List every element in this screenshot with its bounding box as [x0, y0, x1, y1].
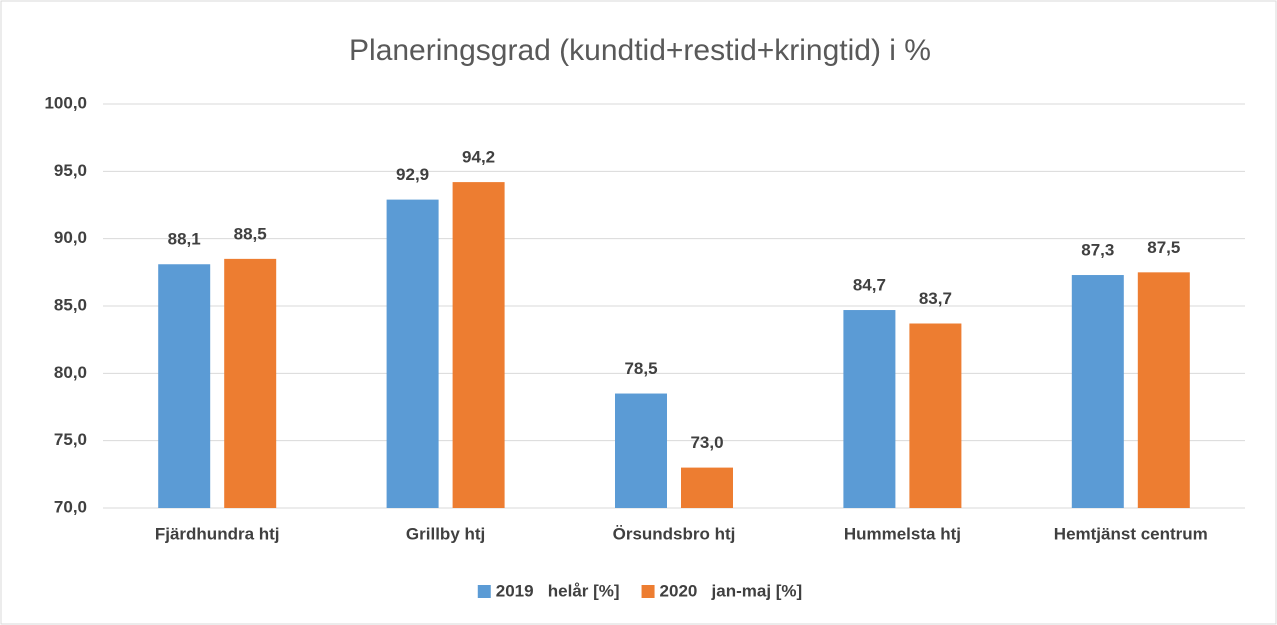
x-tick-label: Fjärdhundra htj — [155, 524, 280, 543]
y-tick-label: 95,0 — [54, 161, 87, 180]
bar-value-label: 78,5 — [624, 359, 657, 378]
bar — [452, 182, 505, 508]
y-tick-label: 80,0 — [54, 363, 87, 382]
y-tick-label: 100,0 — [44, 93, 87, 112]
bar-value-label: 84,7 — [853, 276, 886, 295]
bar-value-label: 87,3 — [1081, 241, 1114, 260]
bar — [1071, 275, 1124, 508]
bar — [224, 258, 277, 508]
x-tick-label: Hummelsta htj — [844, 524, 961, 543]
bar — [615, 393, 667, 508]
bar-value-label: 83,7 — [919, 289, 952, 308]
y-tick-label: 75,0 — [54, 430, 87, 449]
x-tick-label: Hemtjänst centrum — [1054, 524, 1208, 543]
bar — [909, 323, 962, 508]
bar-value-label: 88,1 — [168, 230, 201, 249]
bar-value-label: 88,5 — [234, 224, 267, 243]
bar — [158, 264, 211, 508]
chart-title: Planeringsgrad (kundtid+restid+kringtid)… — [349, 34, 931, 67]
bar-value-label: 87,5 — [1147, 238, 1180, 257]
y-tick-label: 90,0 — [54, 228, 87, 247]
bar-value-label: 94,2 — [462, 148, 495, 167]
bar — [386, 199, 439, 508]
bar-value-label: 73,0 — [690, 433, 723, 452]
bar — [681, 467, 733, 508]
x-tick-label: Örsundsbro htj — [613, 524, 736, 543]
x-tick-label: Grillby htj — [406, 524, 485, 543]
legend-swatch — [477, 585, 491, 598]
legend-label: 2020 jan-maj [%] — [660, 581, 803, 600]
bar — [843, 310, 896, 508]
legend-label: 2019 helår [%] — [496, 581, 620, 600]
bar-value-label: 92,9 — [396, 165, 429, 184]
bar — [1137, 272, 1190, 508]
legend-swatch — [641, 585, 655, 598]
y-tick-label: 85,0 — [54, 295, 87, 314]
y-tick-label: 70,0 — [54, 497, 87, 516]
